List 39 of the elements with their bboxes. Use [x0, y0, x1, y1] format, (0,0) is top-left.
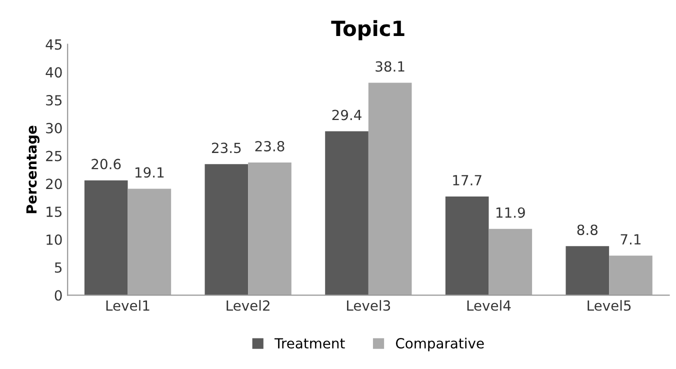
y-tick-label: 5 [54, 262, 62, 273]
y-tick-label: 10 [46, 234, 62, 245]
y-tick-label: 45 [46, 39, 62, 50]
bar [128, 188, 172, 296]
y-tick-label: 0 [54, 290, 62, 301]
legend-label: Treatment [274, 338, 345, 349]
data-label: 19.1 [135, 167, 164, 178]
y-axis-title: Percentage [26, 126, 40, 214]
data-label: 17.7 [453, 175, 482, 186]
data-label: 8.8 [577, 224, 598, 236]
y-tick-label: 30 [46, 122, 62, 134]
y-tick-label: 40 [46, 67, 62, 78]
bar [609, 256, 652, 296]
x-tick-label: Level4 [467, 300, 511, 311]
x-tick-label: Level1 [106, 300, 150, 311]
data-label: 23.5 [212, 142, 241, 154]
bar [445, 196, 489, 296]
legend-label: Comparative [396, 338, 484, 352]
bar [368, 82, 412, 296]
y-tick-label: 20 [46, 178, 62, 190]
x-tick-label: Level3 [347, 300, 390, 311]
x-tick-label: Level5 [588, 300, 631, 311]
bar [488, 228, 532, 296]
bar [248, 162, 292, 296]
bar [204, 164, 248, 296]
data-label: 29.4 [332, 110, 362, 120]
bar [84, 180, 128, 296]
y-tick-label: 25 [46, 150, 62, 162]
x-tick-label: Level2 [226, 300, 270, 311]
data-label: 20.6 [92, 158, 121, 170]
bar [325, 131, 368, 296]
chart-title: Topic1 [331, 20, 404, 40]
data-label: 7.1 [620, 234, 640, 244]
data-label: 11.9 [496, 207, 525, 218]
data-label: 38.1 [376, 61, 404, 72]
data-label: 23.8 [255, 140, 284, 152]
y-tick-label: 15 [46, 206, 62, 218]
y-tick-label: 35 [46, 95, 62, 106]
bar [566, 246, 610, 296]
